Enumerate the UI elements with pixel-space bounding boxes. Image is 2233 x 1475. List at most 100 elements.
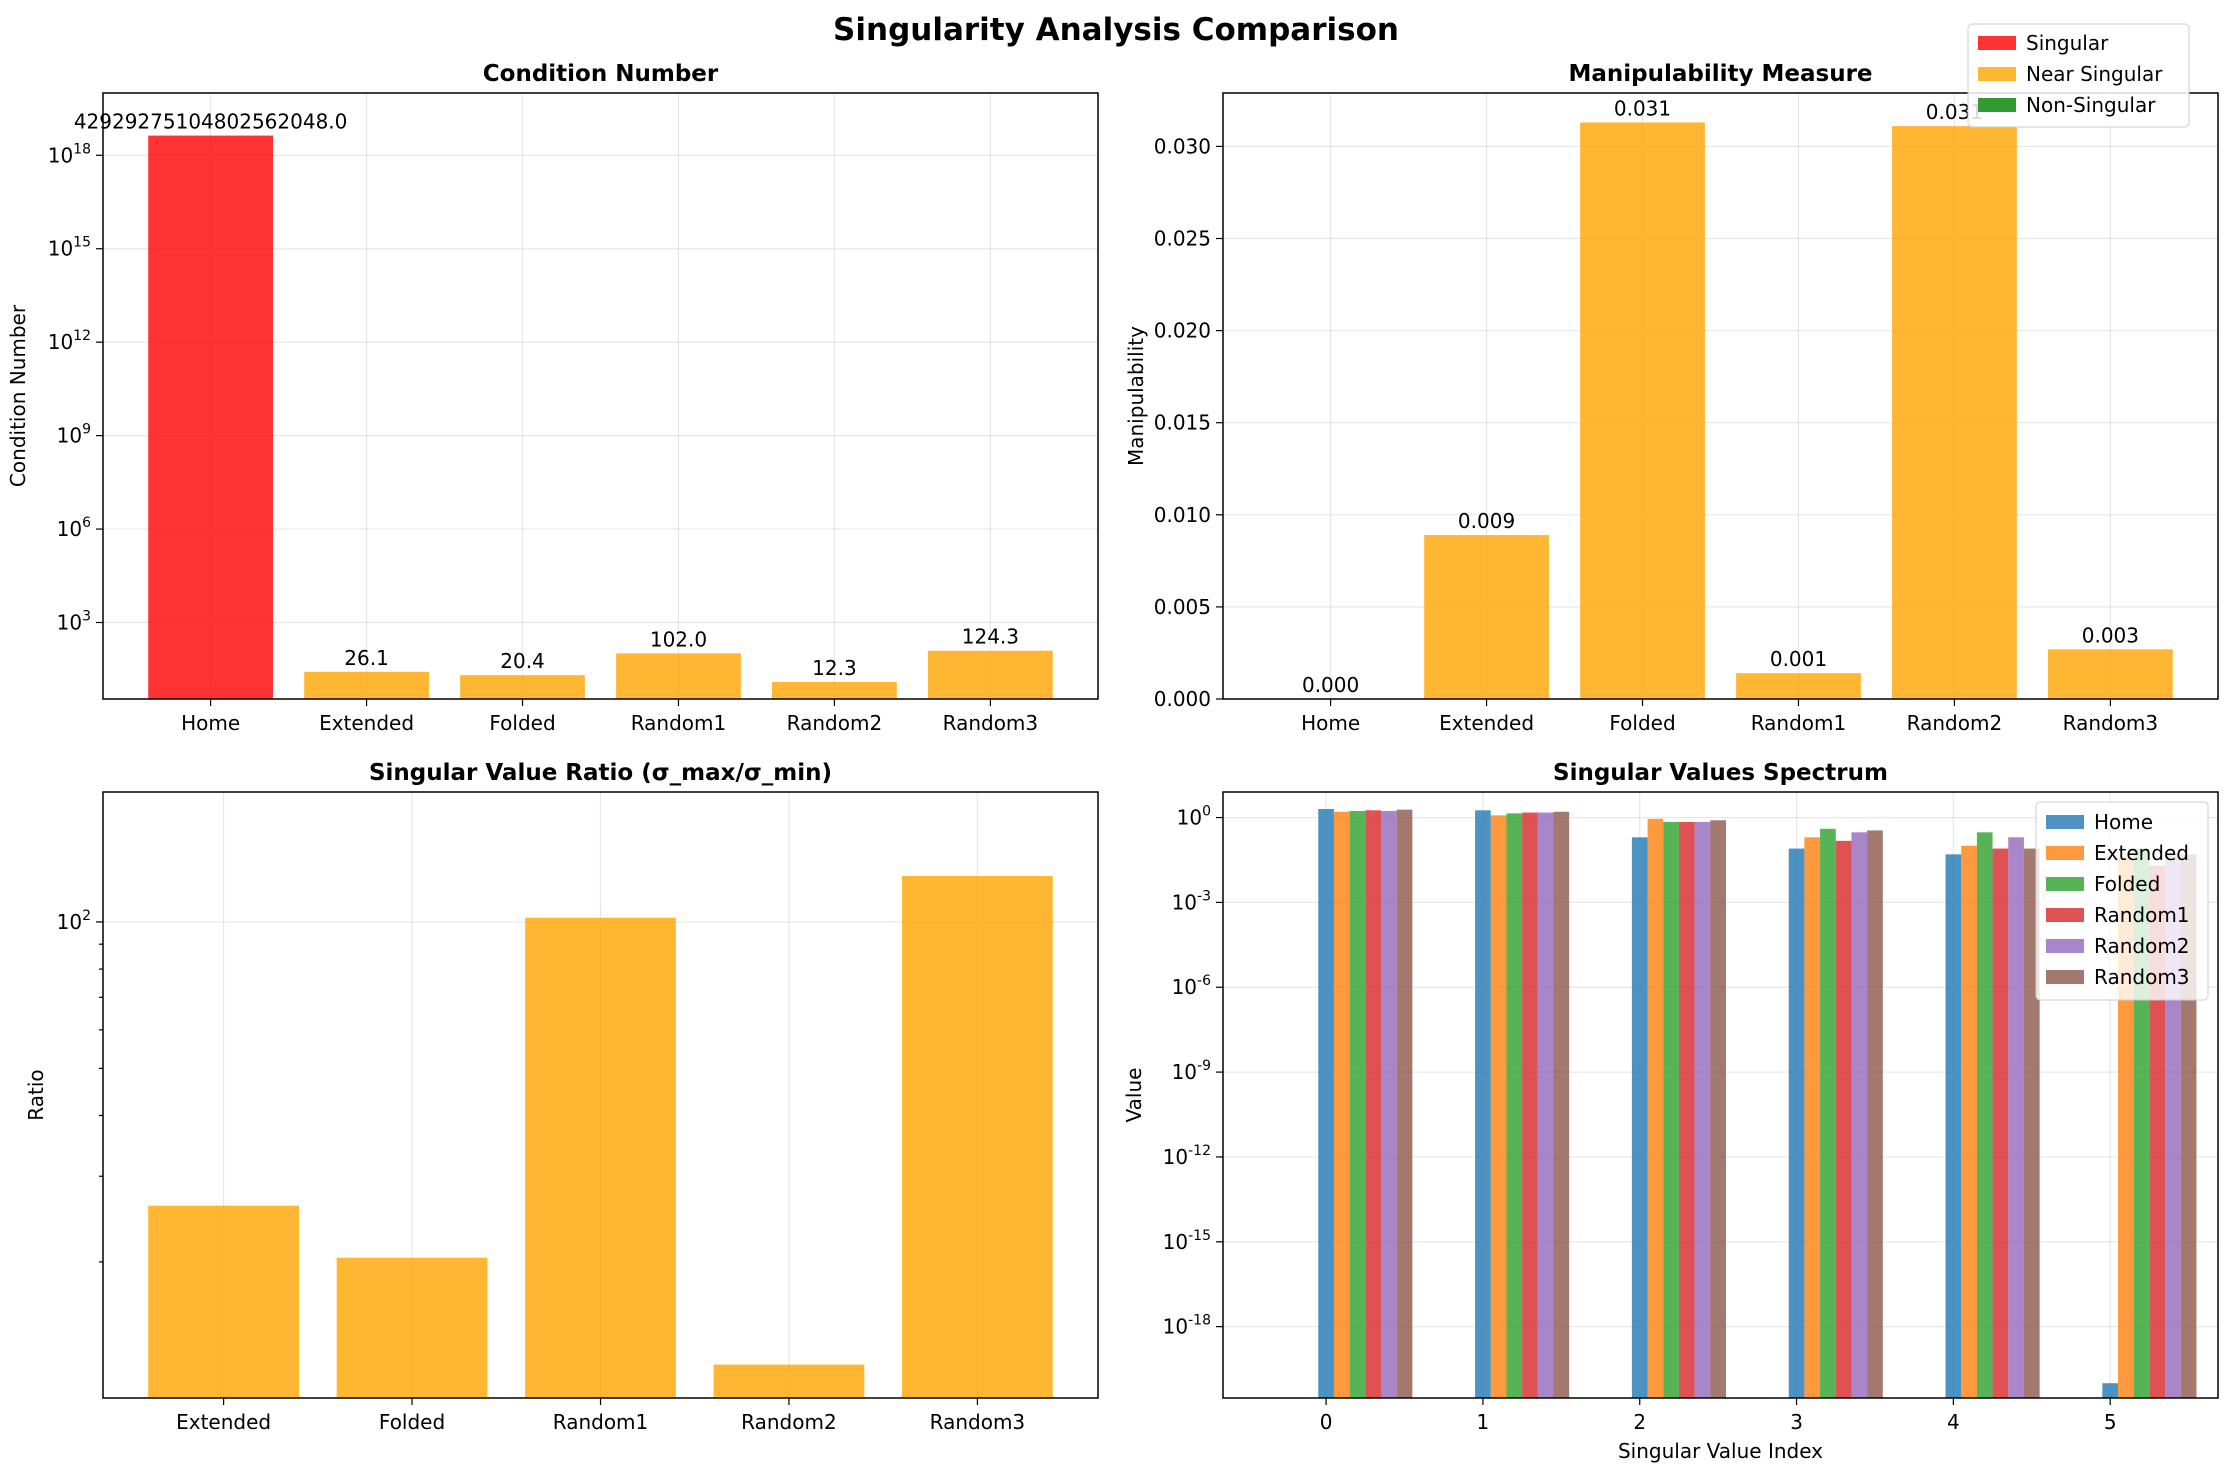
legend-label: Home — [2094, 810, 2153, 834]
y-tick-label: 0.020 — [1154, 319, 1211, 343]
bar-folded — [460, 675, 585, 699]
y-tick-label: 106 — [57, 515, 91, 541]
x-tick-label: Random2 — [1907, 711, 2003, 735]
value-label: 12.3 — [812, 656, 857, 680]
bar-random1-4 — [1992, 848, 2009, 1398]
legend-swatch — [2046, 970, 2084, 984]
x-tick-label: Random3 — [930, 1410, 1026, 1434]
bar-random3-3 — [1867, 830, 1883, 1398]
value-label: 0.031 — [1614, 96, 1671, 120]
x-tick-label: 3 — [1790, 1410, 1803, 1434]
y-tick-label: 10-9 — [1172, 1058, 1211, 1084]
legend-label: Non-Singular — [2026, 93, 2156, 117]
y-tick-label: 10-15 — [1163, 1228, 1211, 1254]
bar-random2 — [772, 681, 897, 699]
y-tick-label: 1015 — [48, 235, 91, 261]
x-tick-label: Random1 — [631, 711, 727, 735]
bar-random1-3 — [1835, 840, 1852, 1398]
bar-random3 — [928, 650, 1053, 699]
x-tick-label: Home — [181, 711, 240, 735]
y-axis-label: Value — [1122, 1068, 1146, 1123]
y-axis-label: Ratio — [24, 1069, 48, 1120]
legend-swatch — [2046, 815, 2084, 829]
legend-label: Folded — [2094, 872, 2160, 896]
spectrum-legend: Home Extended Folded Random1 Random2 Random3 — [2035, 801, 2209, 1001]
x-axis-label: Singular Value Index — [1618, 1439, 1823, 1463]
legend-label: Random2 — [2094, 934, 2190, 958]
bar-folded-4 — [1976, 832, 1993, 1398]
legend-label: Singular — [2026, 31, 2109, 55]
status-legend: Singular Near Singular Non-Singular — [1967, 23, 2190, 128]
legend-label: Extended — [2094, 841, 2189, 865]
bar-extended-2 — [1647, 818, 1664, 1398]
condition-number-panel: 103 106 109 1012 1015 1018 4292927510480256204… — [6, 61, 1099, 735]
axes-frame — [1222, 92, 2219, 700]
bar-folded-0 — [1349, 811, 1366, 1398]
bars — [148, 135, 1053, 699]
bar-extended-1 — [1490, 815, 1507, 1398]
y-tick-label: 10-6 — [1172, 973, 1212, 999]
legend-label: Near Singular — [2026, 62, 2163, 86]
bar-home-2 — [1631, 837, 1648, 1398]
x-tick-label: 2 — [1633, 1410, 1646, 1434]
bar-random2-1 — [1537, 812, 1554, 1398]
bar-random1-2 — [1678, 821, 1695, 1398]
legend-swatch — [2046, 877, 2084, 891]
legend-label: Random3 — [2094, 965, 2190, 989]
panel-title: Singular Value Ratio (σ_max/σ_min) — [369, 760, 832, 786]
y-tick-label: 102 — [57, 908, 91, 934]
legend-swatch — [1978, 36, 2016, 50]
x-tick-label: Random1 — [1751, 711, 1847, 735]
y-tick-label: 103 — [57, 609, 91, 635]
x-tick-label: Random2 — [741, 1410, 837, 1434]
legend-swatch — [2046, 846, 2084, 860]
axes-frame — [102, 92, 1099, 700]
y-tick-label: 109 — [57, 422, 91, 448]
manipulability-panel: 0.000 0.005 0.010 0.015 0.020 0.025 0.030 0.000… — [1124, 61, 2219, 735]
x-tick-label: 4 — [1947, 1410, 1960, 1434]
bar-home-0 — [1318, 809, 1334, 1398]
bar-random2 — [1892, 126, 2017, 699]
bar-extended-3 — [1804, 837, 1821, 1398]
bar-home-3 — [1788, 848, 1805, 1398]
legend-box — [1967, 23, 2190, 128]
y-tick-label: 10-3 — [1172, 888, 1211, 914]
bar-folded — [336, 1257, 488, 1398]
x-tick-label: 5 — [2104, 1410, 2117, 1434]
value-label: 0.009 — [1458, 509, 1515, 533]
bar-random1 — [616, 653, 741, 699]
bar-home-1 — [1475, 810, 1491, 1398]
value-label: 0.003 — [2082, 623, 2139, 647]
y-tick-label: 0.025 — [1154, 227, 1211, 251]
bar-extended — [304, 671, 429, 699]
bar-random3-2 — [1710, 820, 1726, 1398]
y-tick-label: 0.000 — [1154, 687, 1211, 711]
x-tick-label: Home — [1301, 711, 1360, 735]
bar-random2-4 — [2008, 837, 2024, 1398]
y-tick-label: 10-12 — [1163, 1143, 1211, 1169]
value-label: 4292927510480256204​8.0 — [74, 110, 348, 134]
x-tick-label: 1 — [1477, 1410, 1490, 1434]
value-label: 102.0 — [650, 627, 707, 651]
bar-home-4 — [1945, 854, 1962, 1398]
legend-swatch — [2046, 939, 2084, 953]
bars — [1318, 809, 2197, 1398]
bar-random3 — [2048, 649, 2173, 699]
y-tick-label: 100 — [1177, 804, 1211, 830]
figure-title: Singularity Analysis Comparison — [833, 12, 1399, 48]
x-tick-label: Extended — [1439, 711, 1534, 735]
x-tick-label: Random2 — [787, 711, 883, 735]
singular-value-ratio-panel: 102 Extended Folded Random1 Random2 Random3 Si… — [24, 760, 1099, 1434]
legend-swatch — [2046, 908, 2084, 922]
y-tick-label: 0.005 — [1154, 595, 1211, 619]
bar-folded — [1580, 122, 1705, 699]
y-axis-label: Manipulability — [1124, 326, 1148, 466]
bar-random2-0 — [1380, 811, 1397, 1398]
singular-values-spectrum-panel: 100 10-3 10-6 10-9 10-12 10-15 10-18 0 1 2 3 4 5 Sing… — [1122, 760, 2219, 1463]
bar-random1-0 — [1365, 810, 1381, 1398]
bar-random2-3 — [1851, 832, 1868, 1398]
bars — [1424, 122, 2173, 699]
gridlines — [1223, 93, 2218, 700]
bar-home-5 — [2102, 1383, 2119, 1398]
